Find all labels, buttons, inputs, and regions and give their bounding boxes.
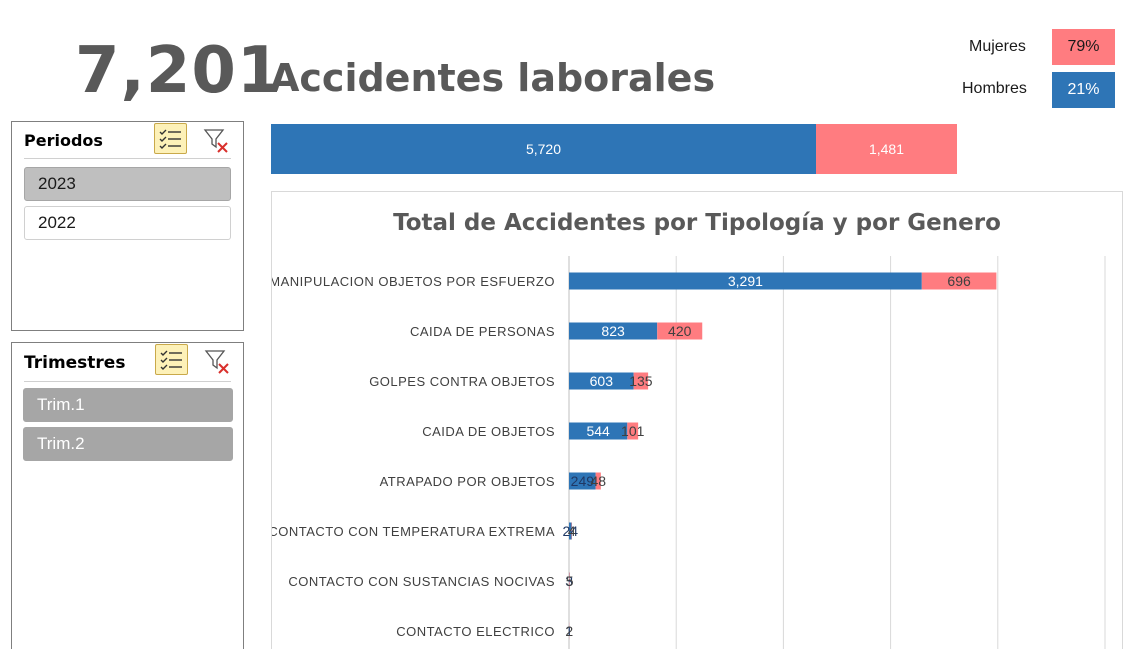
- data-label-blue: 603: [590, 373, 614, 389]
- gender-total-bar: 5,720 1,481: [271, 124, 957, 174]
- slicer-item-label: Trim.2: [37, 434, 85, 453]
- category-label: ATRAPADO POR OBJETOS: [380, 474, 555, 489]
- checklist-icon: [160, 350, 182, 370]
- category-label: CAIDA DE PERSONAS: [410, 324, 555, 339]
- data-label-pink: 48: [590, 473, 606, 489]
- bar-segment-blue: [569, 322, 658, 340]
- slicer-periodos-title: Periodos: [24, 131, 103, 150]
- total-bar-blue-label: 5,720: [525, 141, 562, 157]
- bar-segment-blue: [569, 472, 596, 490]
- clear-filter-button[interactable]: [202, 126, 230, 154]
- data-label-pink: 420: [668, 323, 692, 339]
- slicer-separator: [24, 158, 231, 159]
- legend-women-label: Mujeres: [969, 38, 1026, 55]
- data-label-blue: 823: [601, 323, 625, 339]
- bar-segment-pink: [921, 272, 997, 290]
- clear-filter-icon: [203, 129, 228, 153]
- bar-segment-blue: [569, 372, 634, 390]
- legend-men-label: Hombres: [962, 80, 1027, 97]
- data-label-pink: 5: [566, 573, 574, 589]
- data-label-blue: 1: [565, 623, 573, 639]
- slicer-item-label: 2022: [38, 213, 76, 232]
- legend-women-percent: 79%: [1052, 29, 1115, 65]
- data-label-blue: 3,291: [728, 273, 763, 289]
- category-label: CONTACTO CON SUSTANCIAS NOCIVAS: [288, 574, 555, 589]
- chart-title: Total de Accidentes por Tipología y por …: [393, 210, 1001, 236]
- category-label: CONTACTO CON TEMPERATURA EXTREMA: [272, 524, 555, 539]
- bar-segment-blue: [569, 522, 572, 540]
- slicer-item-label: 2023: [38, 174, 76, 193]
- data-label-blue: 24: [562, 523, 578, 539]
- clear-filter-icon: [204, 350, 229, 374]
- data-label-pink: 2: [565, 623, 573, 639]
- data-label-blue: 249: [571, 473, 595, 489]
- bar-segment-blue: [569, 422, 628, 440]
- data-label-blue: 3: [565, 573, 573, 589]
- data-label-pink: 696: [947, 273, 971, 289]
- chart-area: Total de Accidentes por Tipología y por …: [271, 191, 1123, 649]
- category-label: CAIDA DE OBJETOS: [422, 424, 555, 439]
- bar-segment-pink: [657, 322, 703, 340]
- total-bar-pink-segment: 1,481: [816, 124, 957, 174]
- data-label-blue: 544: [586, 423, 610, 439]
- bar-chart: MANIPULACION OBJETOS POR ESFUERZO 3,291 69…: [272, 256, 1106, 649]
- data-label-pink: 4: [568, 523, 576, 539]
- bar-segment-pink: [595, 472, 601, 490]
- legend-men-percent: 21%: [1052, 72, 1115, 108]
- multi-select-button[interactable]: [154, 123, 187, 154]
- slicer-periodos: Periodos 2023: [11, 121, 244, 331]
- multi-select-button[interactable]: [155, 344, 188, 375]
- total-accidents-value: 7,201: [75, 34, 283, 108]
- page-title: Accidentes laborales: [270, 56, 716, 100]
- data-label-pink: 101: [621, 423, 645, 439]
- clear-filter-button[interactable]: [203, 347, 231, 375]
- bar-segment-pink: [633, 372, 649, 390]
- slicer-trimestres-header: Trimestres: [12, 343, 243, 382]
- slicer-trimestres: Trimestres Tri: [11, 342, 244, 649]
- total-bar-pink-label: 1,481: [868, 141, 905, 157]
- category-label: GOLPES CONTRA OBJETOS: [369, 374, 555, 389]
- bar-segment-blue: [569, 272, 922, 290]
- bar-segment-pink: [627, 422, 639, 440]
- checklist-icon: [159, 129, 181, 149]
- bar-segment-pink: [569, 572, 570, 590]
- slicer-periodos-header: Periodos: [12, 122, 243, 160]
- slicer-trimestres-title: Trimestres: [24, 353, 126, 373]
- slicer-item-label: Trim.1: [37, 395, 85, 414]
- slicer-item-2023[interactable]: 2023: [24, 167, 231, 201]
- slicer-separator: [24, 381, 231, 382]
- slicer-item-trim1[interactable]: Trim.1: [23, 388, 233, 422]
- category-label: CONTACTO ELECTRICO: [396, 624, 555, 639]
- slicer-item-2022[interactable]: 2022: [24, 206, 231, 240]
- total-bar-blue-segment: 5,720: [271, 124, 816, 174]
- category-label: MANIPULACION OBJETOS POR ESFUERZO: [272, 274, 555, 289]
- slicer-item-trim2[interactable]: Trim.2: [23, 427, 233, 461]
- data-label-pink: 135: [629, 373, 653, 389]
